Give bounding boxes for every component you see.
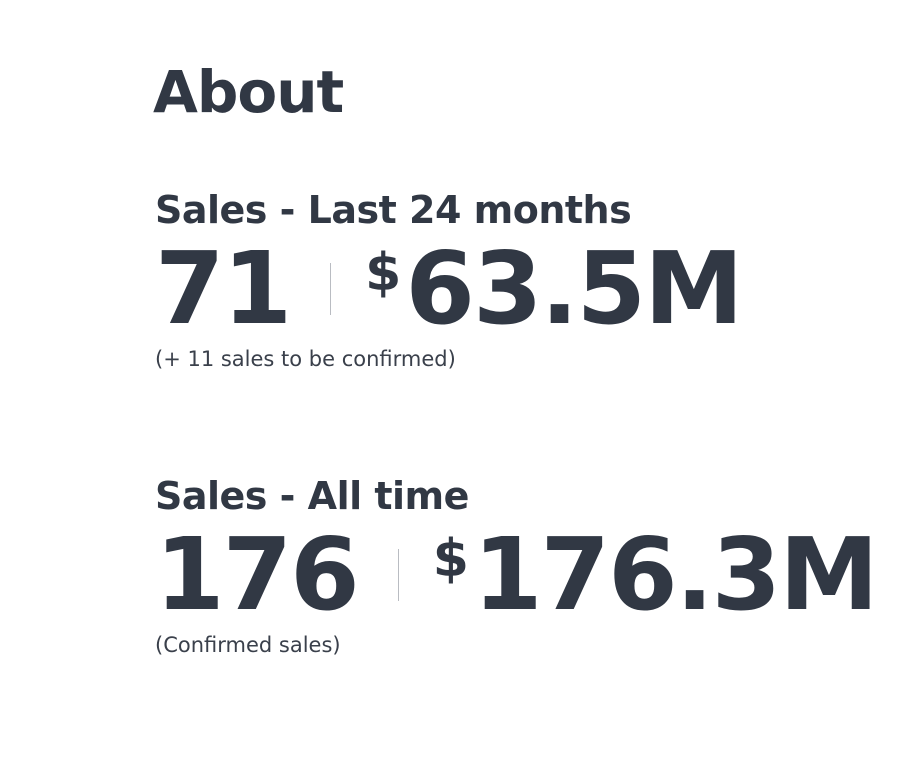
sales-amount: 63.5M [405, 230, 743, 347]
section-heading: Sales - Last 24 months [155, 188, 632, 232]
section-note: (+ 11 sales to be confirmed) [155, 347, 456, 371]
section-note: (Confirmed sales) [155, 633, 341, 657]
sales-amount: 176.3M [472, 516, 879, 633]
currency-symbol: $ [432, 529, 469, 589]
sales-count: 176 [155, 516, 360, 633]
stats-section: Sales - All time 176 $ 176.3M (Confirmed… [155, 471, 879, 657]
section-heading: Sales - All time [155, 474, 469, 518]
currency-symbol: $ [365, 243, 402, 303]
separator [397, 549, 399, 601]
stats-row: 176 $ 176.3M [155, 516, 879, 633]
sales-count: 71 [155, 230, 292, 347]
stats-section: Sales - Last 24 months 71 $ 63.5M (+ 11 … [155, 185, 744, 371]
stats-row: 71 $ 63.5M [155, 230, 744, 347]
page-title: About [153, 58, 344, 126]
separator [330, 263, 332, 315]
